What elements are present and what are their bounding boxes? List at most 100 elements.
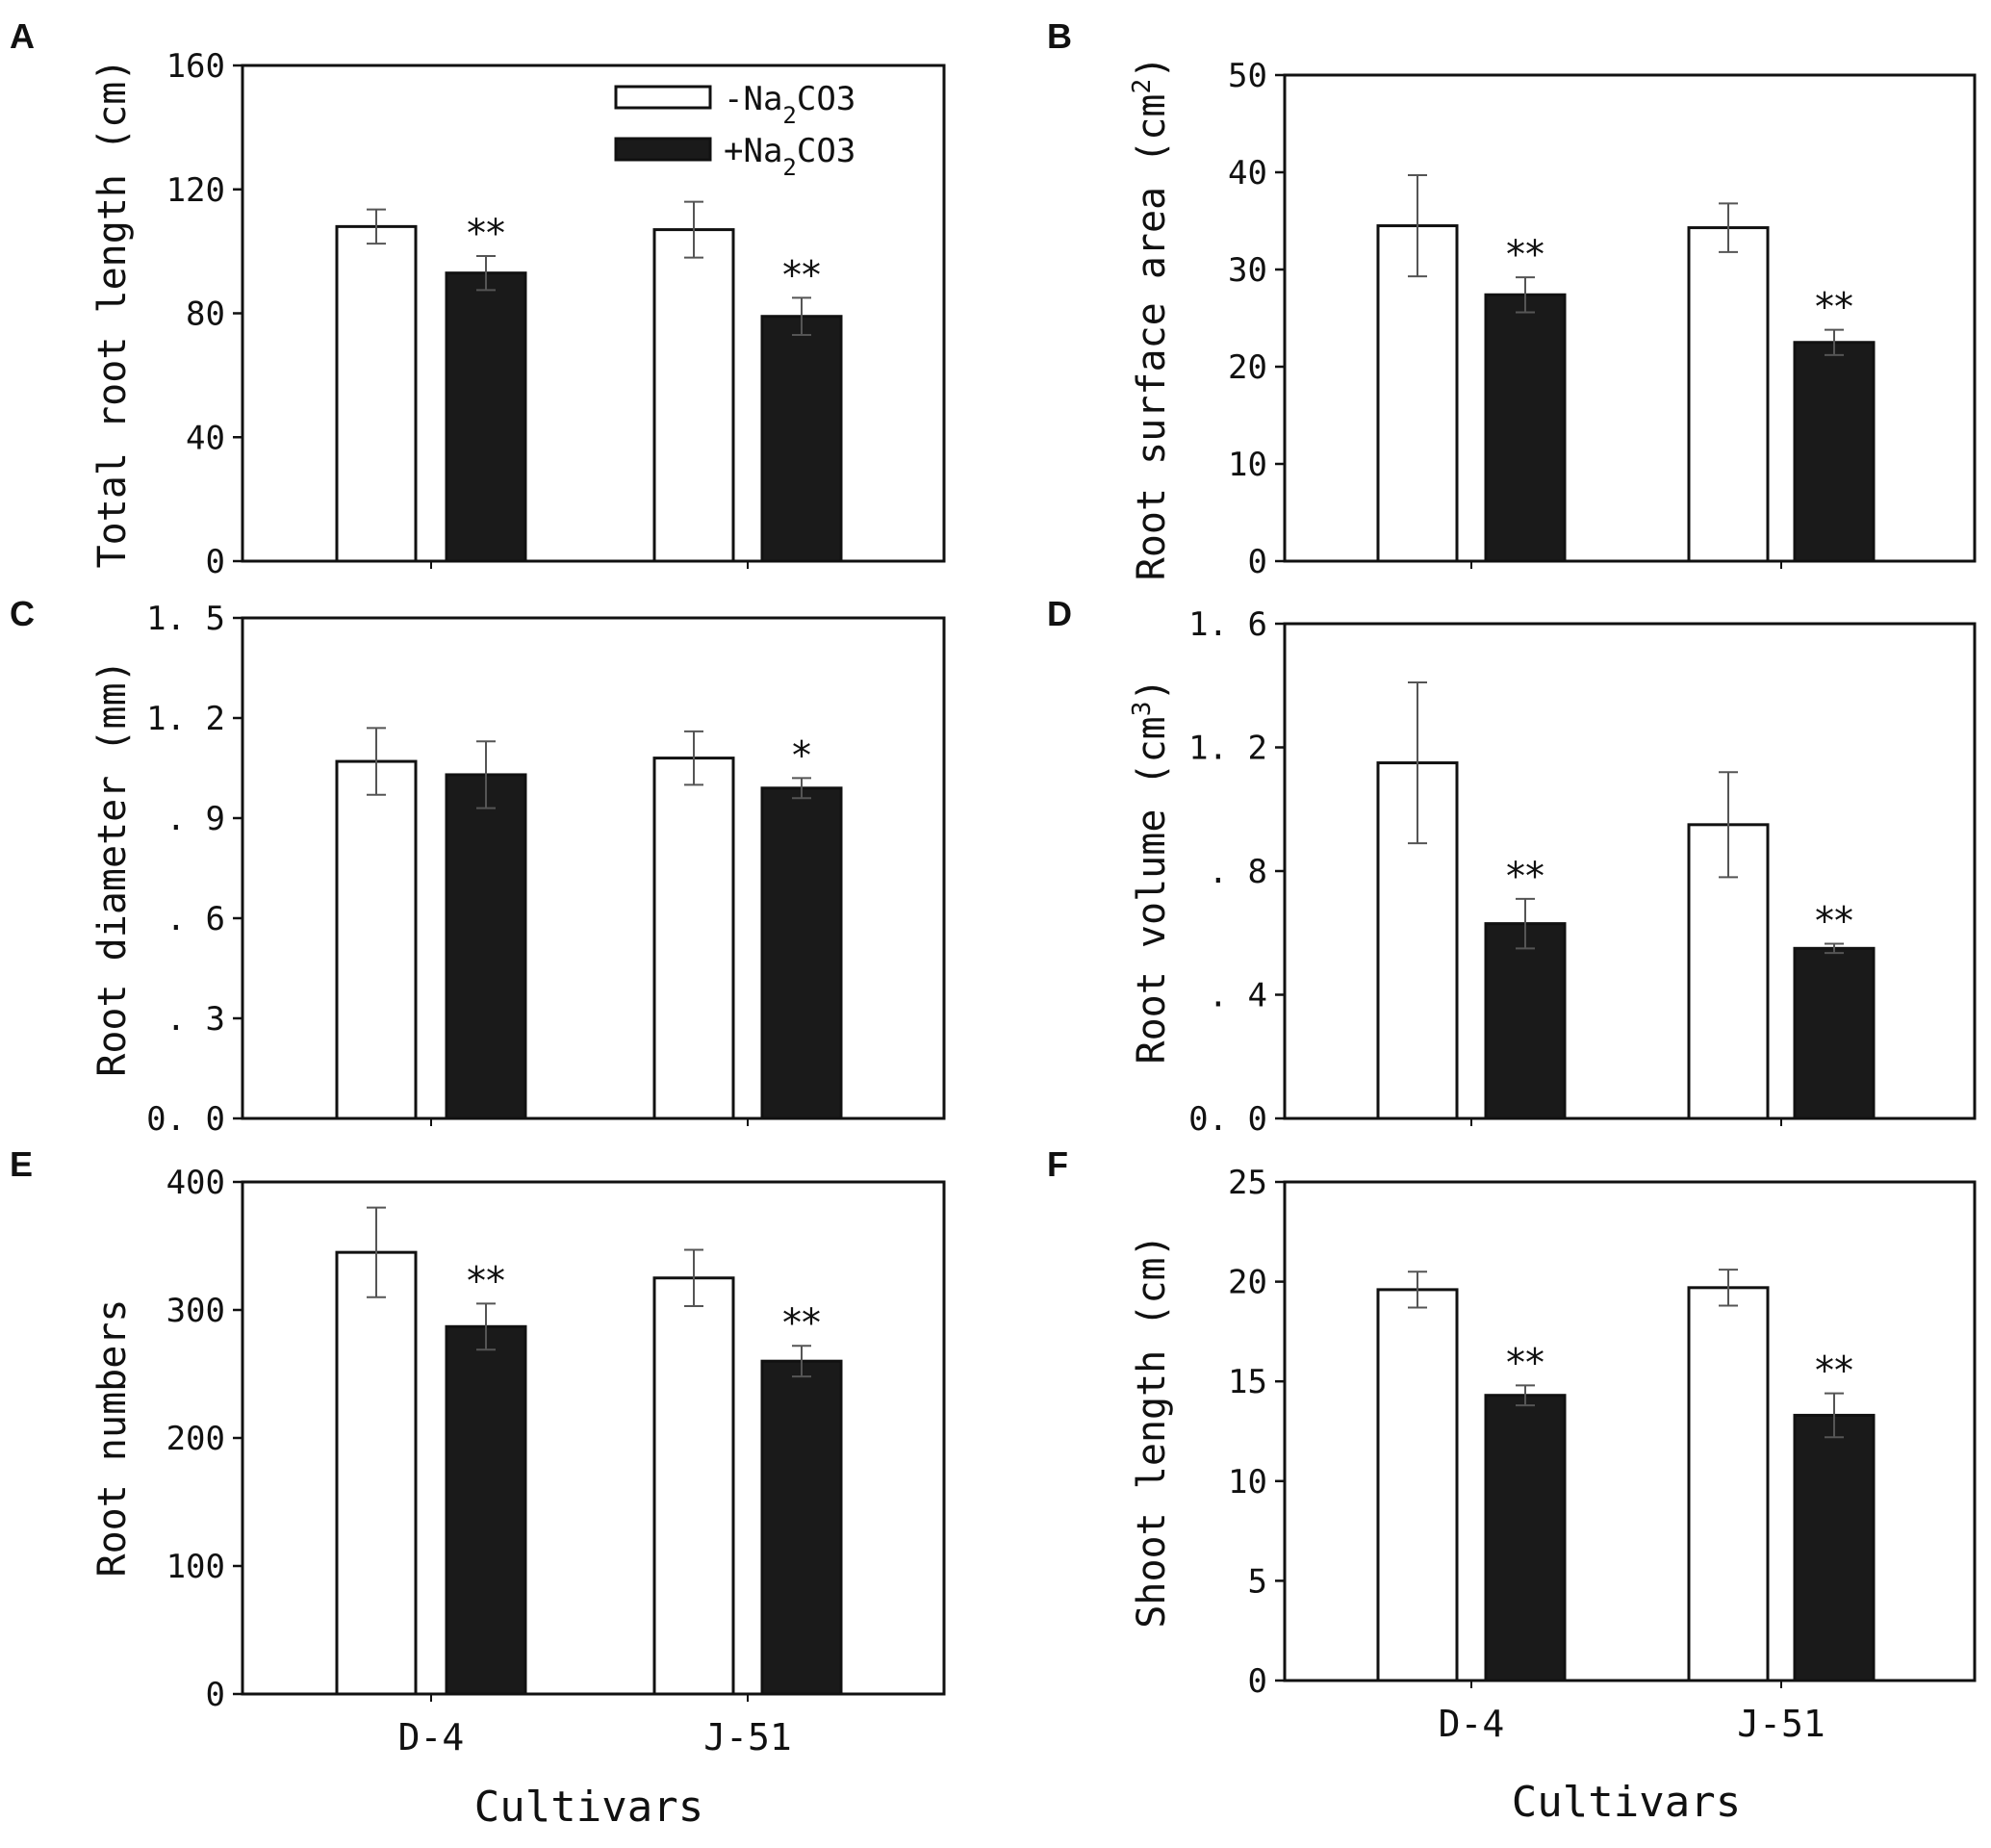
x-tick-label: J-51 bbox=[703, 1716, 792, 1758]
bar-control-D-4 bbox=[335, 224, 418, 563]
legend-label-prefix: +Na bbox=[724, 132, 782, 170]
bar-control-J-51 bbox=[1687, 226, 1770, 563]
legend-control-swatch bbox=[614, 85, 712, 110]
y-axis-label-text: Root surface area (cm bbox=[1130, 94, 1174, 581]
panel-letter-E: E bbox=[10, 1144, 33, 1184]
y-tick-label: 40 bbox=[186, 419, 225, 457]
significance-mark: ** bbox=[782, 1301, 821, 1346]
panel-letter-D: D bbox=[1047, 594, 1072, 633]
y-axis-label: Root surface area (cm2) bbox=[1128, 56, 1174, 580]
bar-treatment-J-51 bbox=[1793, 341, 1876, 563]
y-axis-label-end: ) bbox=[1130, 56, 1174, 79]
y-tick-label: 30 bbox=[1228, 251, 1267, 290]
significance-mark: ** bbox=[1506, 855, 1544, 899]
bar-treatment-J-51 bbox=[760, 315, 843, 563]
y-axis-label: Root numbers bbox=[90, 1299, 135, 1578]
y-tick-label: 0 bbox=[206, 1676, 225, 1714]
x-tick-label: D-4 bbox=[1439, 1703, 1505, 1745]
y-tick-label: . 6 bbox=[166, 900, 225, 938]
y-axis-label-sup: 3 bbox=[1128, 702, 1157, 717]
y-tick-label: . 4 bbox=[1209, 977, 1267, 1015]
y-tick-label: 10 bbox=[1228, 446, 1267, 484]
y-tick-label: 20 bbox=[1228, 1264, 1267, 1302]
legend-treatment-label: +Na2CO3 bbox=[724, 132, 855, 181]
plot-frame bbox=[1283, 1180, 1977, 1682]
y-axis-label-text: Root volume (cm bbox=[1130, 716, 1174, 1064]
panel-letter-A: A bbox=[10, 16, 35, 56]
y-tick-label: 0 bbox=[1248, 543, 1267, 581]
y-axis-label: Root diameter (mm) bbox=[90, 659, 135, 1076]
y-tick-label: 80 bbox=[186, 295, 225, 334]
x-axis-label-right: Cultivars bbox=[1512, 1778, 1741, 1827]
legend-label-sub: 2 bbox=[782, 102, 796, 129]
bar-treatment-D-4 bbox=[1484, 293, 1567, 563]
significance-mark: ** bbox=[1815, 1349, 1853, 1394]
bar-control-D-4 bbox=[335, 759, 418, 1120]
plot-frame bbox=[1283, 73, 1977, 563]
y-tick-label: 0 bbox=[206, 543, 225, 581]
significance-mark: ** bbox=[782, 253, 821, 297]
bar-control-J-51 bbox=[652, 1276, 735, 1696]
panel-B: B 0 10 20 30 40 50 ** ** Root surface area (cm2) bbox=[1047, 16, 1977, 581]
y-tick-label: 50 bbox=[1228, 57, 1267, 95]
y-tick-label: 20 bbox=[1228, 348, 1267, 387]
y-tick-label: 0 bbox=[1248, 1662, 1267, 1701]
y-tick-label: 40 bbox=[1228, 154, 1267, 192]
plot-frame bbox=[241, 616, 946, 1120]
y-tick-label: 100 bbox=[166, 1548, 225, 1586]
panel-letter-C: C bbox=[10, 594, 35, 633]
bar-control-J-51 bbox=[652, 757, 735, 1120]
x-tick-label: J-51 bbox=[1737, 1703, 1825, 1745]
bar-treatment-J-51 bbox=[760, 1359, 843, 1696]
legend-label-sub: 2 bbox=[782, 154, 796, 181]
significance-mark: ** bbox=[1815, 286, 1853, 330]
significance-mark: ** bbox=[467, 212, 505, 256]
significance-mark: ** bbox=[1506, 233, 1544, 277]
panel-D: D 0. 0 . 4 . 8 1. 2 1. 6 ** ** Root volume (cm3) bbox=[1047, 594, 1977, 1139]
y-axis-label: Root volume (cm3) bbox=[1128, 679, 1174, 1065]
y-tick-label: 25 bbox=[1228, 1164, 1267, 1202]
bar-treatment-D-4 bbox=[445, 271, 527, 563]
panel-letter-F: F bbox=[1047, 1144, 1068, 1184]
bar-treatment-J-51 bbox=[1793, 946, 1876, 1120]
y-tick-label: 120 bbox=[166, 171, 225, 210]
y-tick-label: 10 bbox=[1228, 1463, 1267, 1502]
panel-E: E 0 100 200 300 400 D-4 J-51 ** ** Root numbers bbox=[10, 1144, 946, 1758]
y-axis-label-sup: 2 bbox=[1128, 79, 1157, 94]
panel-C: C 0. 0 . 3 . 6 . 9 1. 2 1. 5 * Root diameter (mm… bbox=[10, 594, 946, 1139]
y-tick-label: 1. 2 bbox=[1188, 730, 1267, 768]
y-axis-label: Total root length (cm) bbox=[90, 59, 135, 569]
legend-label-suffix: CO3 bbox=[797, 132, 855, 170]
legend-label-prefix: -Na bbox=[724, 80, 782, 118]
y-tick-label: 160 bbox=[166, 47, 225, 86]
x-axis-label-left: Cultivars bbox=[474, 1783, 703, 1832]
y-axis-label-end: ) bbox=[1130, 679, 1174, 702]
y-tick-label: 1. 6 bbox=[1188, 605, 1267, 644]
bar-treatment-J-51 bbox=[1793, 1413, 1876, 1682]
y-tick-label: 0. 0 bbox=[1188, 1100, 1267, 1139]
y-tick-label: . 8 bbox=[1209, 853, 1267, 891]
bar-treatment-D-4 bbox=[445, 1324, 527, 1696]
y-tick-label: 1. 2 bbox=[146, 700, 225, 738]
panel-letter-B: B bbox=[1047, 16, 1072, 56]
significance-mark: * bbox=[792, 733, 811, 778]
y-tick-label: 400 bbox=[166, 1164, 225, 1202]
legend-label-suffix: CO3 bbox=[797, 80, 855, 118]
x-tick-label: D-4 bbox=[398, 1716, 465, 1758]
legend-treatment-swatch bbox=[614, 137, 712, 162]
bar-treatment-J-51 bbox=[760, 786, 843, 1120]
bar-control-D-4 bbox=[335, 1250, 418, 1696]
bar-treatment-D-4 bbox=[1484, 922, 1567, 1120]
y-tick-label: . 3 bbox=[166, 1000, 225, 1039]
y-tick-label: . 9 bbox=[166, 800, 225, 838]
panel-A: A 0 40 80 120 160 ** ** Total root length (cm) -N… bbox=[10, 16, 946, 581]
bar-control-D-4 bbox=[1376, 1288, 1459, 1682]
panel-F: F 0 5 10 15 20 25 D-4 J-51 ** ** Shoot length (cm) bbox=[1047, 1144, 1977, 1745]
significance-mark: ** bbox=[1815, 899, 1853, 943]
y-tick-label: 0. 0 bbox=[146, 1100, 225, 1139]
y-tick-label: 200 bbox=[166, 1420, 225, 1458]
y-tick-label: 1. 5 bbox=[146, 600, 225, 638]
significance-mark: ** bbox=[1506, 1341, 1544, 1385]
legend-control-label: -Na2CO3 bbox=[724, 80, 855, 129]
